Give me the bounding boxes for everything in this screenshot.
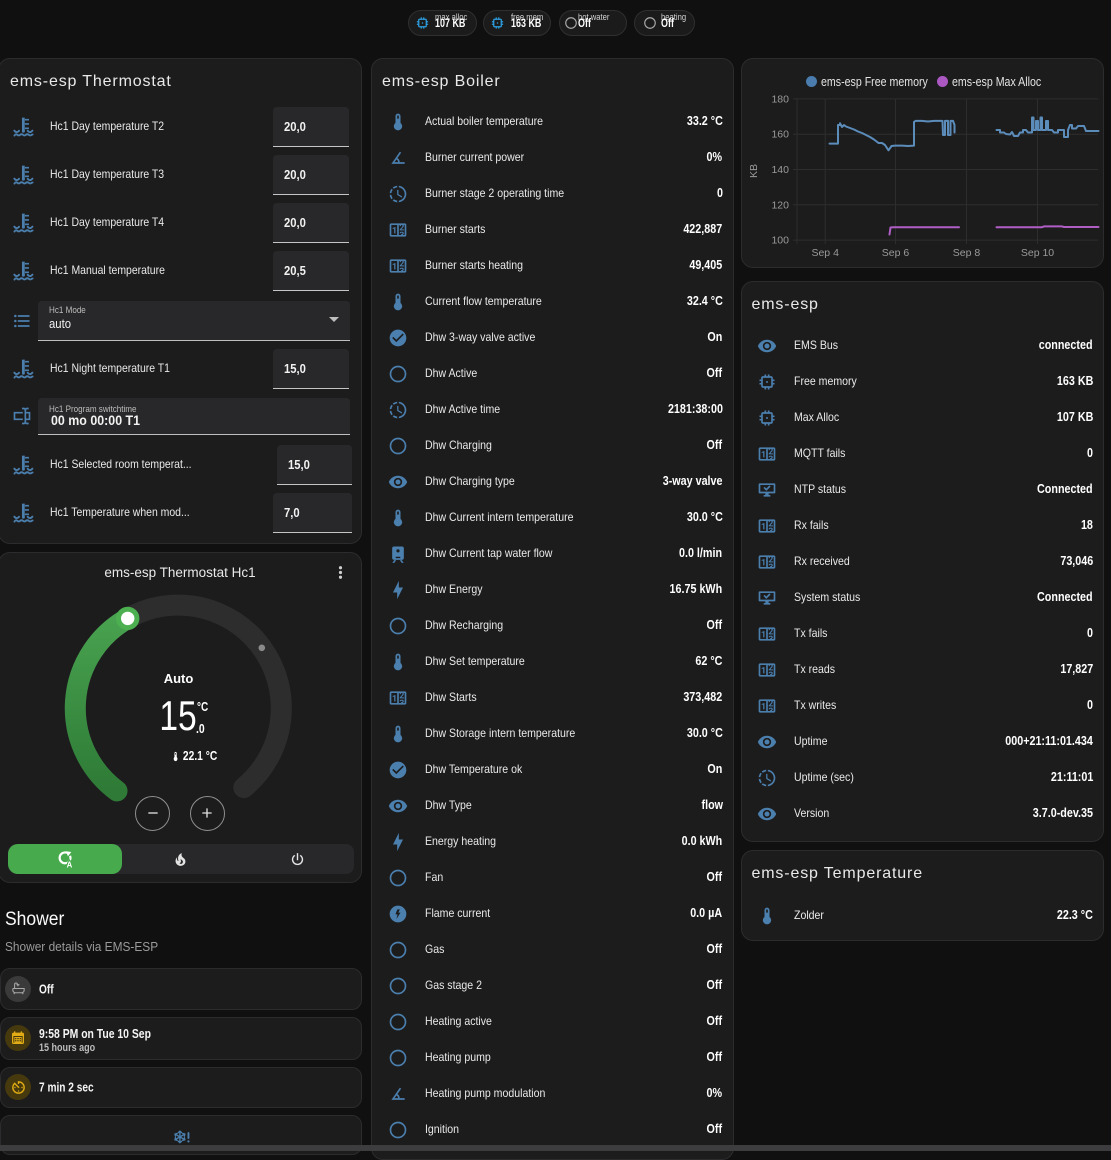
svg-text:Sep 4: Sep 4 [811,247,839,259]
svg-text:KB: KB [748,163,760,177]
svg-text:Sep 6: Sep 6 [881,247,909,259]
svg-text:Sep 10: Sep 10 [1020,247,1053,259]
svg-text:100: 100 [771,234,789,246]
svg-text:160: 160 [771,128,789,140]
svg-text:Sep 8: Sep 8 [952,247,980,259]
svg-text:140: 140 [771,164,789,176]
svg-text:120: 120 [771,199,789,211]
svg-text:A: A [66,860,72,868]
svg-text:180: 180 [771,93,789,105]
